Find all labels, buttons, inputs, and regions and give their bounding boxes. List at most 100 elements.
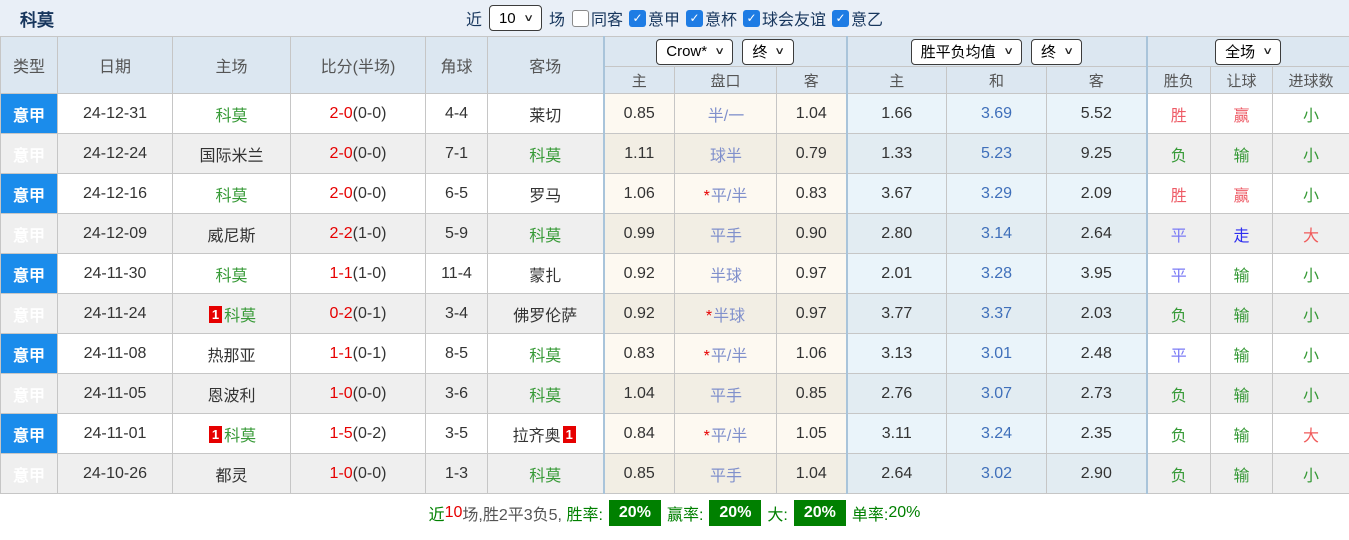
red-card-badge: 1 [208,425,223,443]
crow-home-odds: 0.83 [602,333,675,374]
subheader-avg-home: 主 [845,66,948,94]
checkbox-checked-icon[interactable]: ✓ [832,9,850,27]
crow-home-odds: 0.92 [602,253,675,294]
score-full: 2-0 [329,144,353,162]
date-cell: 24-11-01 [57,413,173,454]
col-header-score: 比分(半场) [290,36,426,94]
home-team-name: 国际米兰 [199,147,264,165]
handicap-cell: 半/一 [674,93,777,134]
league-cell: 意甲 [0,213,58,254]
handicap-star: * [705,307,713,325]
table-row: 意甲 24-11-30 科莫 1-1(1-0) 11-4 蒙扎 0.92 半球 … [0,253,1349,294]
score-full: 1-1 [329,344,353,362]
away-cell: 蒙扎 [487,253,604,294]
col-header-date: 日期 [57,36,173,94]
avg-away-odds: 2.90 [1046,453,1148,494]
league-cell: 意甲 [0,253,58,294]
handicap-star: * [703,187,710,205]
filter-checkbox-球会友谊[interactable]: ✓ 球会友谊 [743,6,826,30]
scope-group: 全场 ∨ [1145,36,1349,67]
date-cell: 24-11-30 [57,253,173,294]
recent-label: 近 [428,506,445,524]
win-rate-label: 胜率: [566,506,603,524]
avg-draw-odds: 3.07 [946,373,1048,414]
handicap-cell: *平/半 [674,173,777,214]
crow-away-odds: 0.85 [775,373,848,414]
goals-result-cell: 小 [1272,373,1349,414]
avg-away-odds: 2.73 [1046,373,1148,414]
handicap-cell: 平手 [674,373,777,414]
win-rate-badge: 20% [608,499,661,526]
avg-draw-odds: 3.29 [946,173,1048,214]
col-header-corners: 角球 [425,36,488,94]
table-row: 意甲 24-12-31 科莫 2-0(0-0) 4-4 莱切 0.85 半/一 … [0,93,1349,134]
goals-result-cell: 小 [1272,453,1349,494]
league-cell: 意甲 [0,333,58,374]
score-cell: 0-2(0-1) [290,293,426,334]
score-cell: 1-0(0-0) [290,453,426,494]
odds-company-select[interactable]: Crow* ∨ [656,38,734,65]
home-team-name: 恩波利 [207,387,256,405]
score-cell: 2-2(1-0) [290,213,426,254]
match-count-value: 10 [498,9,516,27]
filter-checkbox-意乙[interactable]: ✓ 意乙 [832,6,883,30]
crow-away-odds: 1.04 [775,93,848,134]
filter-checkbox-意杯[interactable]: ✓ 意杯 [686,6,737,30]
subheader-crow-home: 主 [602,66,675,94]
away-cell: 佛罗伦萨 [487,293,604,334]
avg-draw-odds: 3.02 [946,453,1048,494]
avg-odds-group: 胜平负均值 ∨ 终 ∨ [845,36,1148,67]
checkbox-unchecked-icon[interactable] [571,9,589,27]
corners-cell: 6-5 [425,173,488,214]
handicap-name: 半球 [709,267,742,285]
checkbox-checked-icon[interactable]: ✓ [686,9,704,27]
home-team-name: 都灵 [215,467,248,485]
goals-result-cell: 小 [1272,133,1349,174]
avg-odds-time-select[interactable]: 终 ∨ [1031,38,1083,65]
avg-draw-odds: 3.24 [946,413,1048,454]
handicap-name: 半球 [713,307,746,325]
score-half: (0-1) [352,304,387,322]
avg-away-odds: 2.03 [1046,293,1148,334]
home-cell: 热那亚 [172,333,291,374]
league-cell: 意甲 [0,453,58,494]
score-half: (0-2) [352,424,387,442]
handicap-name: 平/半 [710,187,748,205]
away-cell: 科莫 [487,333,604,374]
avg-home-odds: 3.67 [845,173,948,214]
odds-company-time-select[interactable]: 终 ∨ [742,38,794,65]
result-cell: 胜 [1145,173,1212,214]
subheader-goals-result: 进球数 [1272,66,1349,94]
home-team-name: 科莫 [224,427,257,445]
filter-checkbox-同客[interactable]: 同客 [571,6,623,30]
handicap-result-cell: 输 [1210,253,1274,294]
handicap-cell: 半球 [674,253,777,294]
avg-home-odds: 1.66 [845,93,948,134]
record-summary: 场,胜2平3负5, [462,506,567,524]
score-half: (1-0) [352,224,387,242]
result-cell: 负 [1145,413,1212,454]
match-count-select[interactable]: 10 ∨ [488,5,542,31]
corners-cell: 3-5 [425,413,488,454]
home-cell: 威尼斯 [172,213,291,254]
matches-table: 类型 日期 主场 比分(半场) 角球 客场 Crow* ∨ 终 ∨ [0,36,1349,494]
checkbox-checked-icon[interactable]: ✓ [629,9,646,27]
date-cell: 24-12-09 [57,213,173,254]
handicap-star: * [703,347,710,365]
league-cell: 意甲 [0,133,58,174]
subheader-crow-away: 客 [775,66,848,94]
goals-result-cell: 大 [1272,413,1349,454]
score-cell: 1-0(0-0) [290,373,426,414]
subheader-avg-away: 客 [1046,66,1148,94]
date-cell: 24-10-26 [57,453,173,494]
checkbox-checked-icon[interactable]: ✓ [743,9,761,27]
scope-select[interactable]: 全场 ∨ [1215,38,1282,65]
filter-checkbox-意甲[interactable]: ✓ 意甲 [629,6,680,30]
handicap-name: 半/一 [707,107,745,125]
col-header-type: 类型 [0,36,58,94]
avg-odds-select[interactable]: 胜平负均值 ∨ [910,38,1023,65]
corners-cell: 11-4 [425,253,488,294]
handicap-cell: *平/半 [674,413,777,454]
near-label: 近 [465,12,482,29]
score-full: 1-0 [329,384,353,402]
